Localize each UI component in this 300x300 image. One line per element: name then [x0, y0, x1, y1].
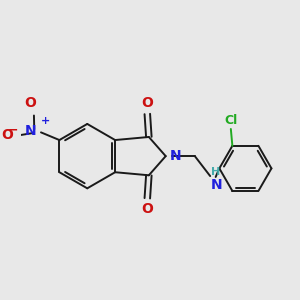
- Text: Cl: Cl: [224, 113, 238, 127]
- Text: O: O: [24, 96, 36, 110]
- Text: N: N: [169, 149, 181, 163]
- Text: −: −: [7, 123, 18, 136]
- Text: O: O: [2, 128, 14, 142]
- Text: +: +: [40, 116, 50, 126]
- Text: N: N: [25, 124, 36, 138]
- Text: O: O: [141, 202, 153, 216]
- Text: O: O: [141, 96, 153, 110]
- Text: N: N: [211, 178, 222, 192]
- Text: H: H: [211, 167, 220, 178]
